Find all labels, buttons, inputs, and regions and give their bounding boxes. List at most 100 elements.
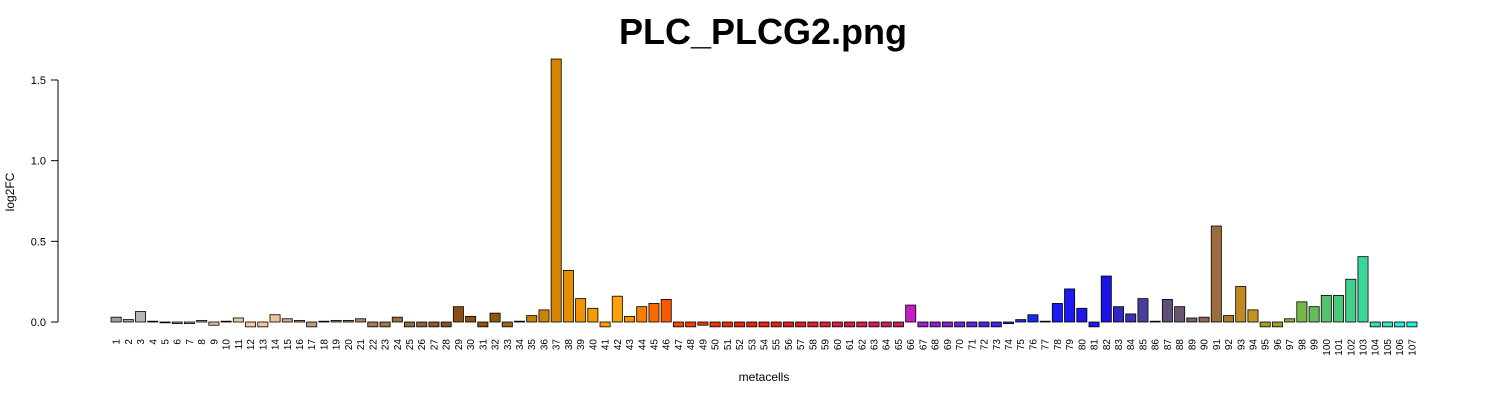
x-tick-label-48: 48 bbox=[686, 339, 697, 351]
bar-19 bbox=[330, 319, 342, 323]
bar-105 bbox=[1381, 321, 1393, 328]
x-tick-label-75: 75 bbox=[1016, 339, 1027, 351]
bar-75 bbox=[1015, 319, 1027, 323]
bar-107 bbox=[1406, 321, 1418, 328]
x-tick-label-70: 70 bbox=[955, 339, 966, 351]
plot-area bbox=[110, 58, 1418, 328]
x-tick-label-45: 45 bbox=[649, 339, 660, 351]
x-tick-label-41: 41 bbox=[601, 339, 612, 351]
x-tick-label-81: 81 bbox=[1090, 339, 1101, 351]
x-tick-label-72: 72 bbox=[980, 339, 991, 351]
bar-43 bbox=[624, 315, 636, 323]
bar-9 bbox=[208, 321, 220, 326]
x-tick-label-69: 69 bbox=[943, 339, 954, 351]
bar-94 bbox=[1247, 309, 1259, 323]
x-tick-label-28: 28 bbox=[442, 339, 453, 351]
bar-48 bbox=[685, 321, 697, 328]
x-tick-label-24: 24 bbox=[393, 339, 404, 351]
x-tick-label-95: 95 bbox=[1261, 339, 1272, 351]
x-tick-label-19: 19 bbox=[332, 339, 343, 351]
bar-76 bbox=[1027, 314, 1039, 323]
x-tick-label-79: 79 bbox=[1065, 339, 1076, 351]
bar-49 bbox=[697, 321, 709, 326]
x-tick-label-52: 52 bbox=[735, 339, 746, 351]
x-tick-label-59: 59 bbox=[821, 339, 832, 351]
x-tick-label-83: 83 bbox=[1114, 339, 1125, 351]
bar-29 bbox=[452, 306, 464, 323]
bar-97 bbox=[1284, 318, 1296, 323]
x-tick-label-64: 64 bbox=[882, 339, 893, 351]
x-tick-label-60: 60 bbox=[833, 339, 844, 351]
bar-56 bbox=[782, 321, 794, 328]
x-tick-label-65: 65 bbox=[894, 339, 905, 351]
x-tick-label-89: 89 bbox=[1187, 339, 1198, 351]
x-tick-label-42: 42 bbox=[613, 339, 624, 351]
x-tick-label-49: 49 bbox=[698, 339, 709, 351]
x-tick-label-25: 25 bbox=[405, 339, 416, 351]
y-tick-label: 0.5 bbox=[31, 236, 46, 248]
x-tick-label-55: 55 bbox=[772, 339, 783, 351]
x-tick-label-87: 87 bbox=[1163, 339, 1174, 351]
y-tick-label: 1.5 bbox=[31, 75, 46, 87]
bar-74 bbox=[1003, 321, 1014, 325]
bar-103 bbox=[1357, 256, 1369, 323]
x-tick-label-16: 16 bbox=[295, 339, 306, 351]
bar-37 bbox=[550, 58, 562, 323]
x-tick-label-6: 6 bbox=[173, 339, 184, 345]
x-tick-label-20: 20 bbox=[344, 339, 355, 351]
x-tick-label-32: 32 bbox=[491, 339, 502, 351]
bar-82 bbox=[1100, 275, 1112, 323]
x-tick-label-38: 38 bbox=[564, 339, 575, 351]
bar-27 bbox=[428, 321, 440, 328]
bar-95 bbox=[1259, 321, 1271, 328]
x-tick-label-103: 103 bbox=[1358, 339, 1369, 356]
bar-87 bbox=[1161, 299, 1173, 323]
x-tick-label-62: 62 bbox=[857, 339, 868, 351]
x-tick-label-105: 105 bbox=[1383, 339, 1394, 356]
x-tick-label-94: 94 bbox=[1248, 339, 1259, 351]
x-tick-label-4: 4 bbox=[148, 339, 159, 345]
bar-93 bbox=[1235, 286, 1247, 323]
bar-106 bbox=[1394, 321, 1406, 328]
bar-61 bbox=[844, 321, 856, 328]
x-tick-label-33: 33 bbox=[503, 339, 514, 351]
x-tick-label-29: 29 bbox=[454, 339, 465, 351]
x-tick-label-97: 97 bbox=[1285, 339, 1296, 351]
x-tick-label-100: 100 bbox=[1322, 339, 1333, 356]
x-tick-label-101: 101 bbox=[1334, 339, 1345, 356]
bar-33 bbox=[501, 321, 513, 328]
bar-20 bbox=[342, 319, 354, 323]
x-tick-label-26: 26 bbox=[417, 339, 428, 351]
bar-31 bbox=[477, 321, 489, 328]
x-tick-label-57: 57 bbox=[796, 339, 807, 351]
x-tick-label-82: 82 bbox=[1102, 339, 1113, 351]
bar-102 bbox=[1345, 278, 1357, 323]
x-tick-label-88: 88 bbox=[1175, 339, 1186, 351]
x-tick-label-5: 5 bbox=[161, 339, 172, 345]
x-tick-label-73: 73 bbox=[992, 339, 1003, 351]
x-tick-label-21: 21 bbox=[356, 339, 367, 351]
x-tick-label-47: 47 bbox=[674, 339, 685, 351]
bar-10 bbox=[220, 320, 232, 323]
bar-38 bbox=[562, 269, 574, 323]
x-tick-label-91: 91 bbox=[1212, 339, 1223, 351]
bar-64 bbox=[880, 321, 892, 328]
y-tick-label: 1.0 bbox=[31, 156, 46, 168]
x-tick-label-74: 74 bbox=[1004, 339, 1015, 351]
y-axis: 0.0 0.5 1.0 1.5 bbox=[31, 75, 59, 329]
x-tick-label-106: 106 bbox=[1395, 339, 1406, 356]
x-tick-label-9: 9 bbox=[209, 339, 220, 345]
bar-86 bbox=[1149, 320, 1161, 323]
x-tick-label-34: 34 bbox=[515, 339, 526, 351]
bar-69 bbox=[941, 321, 953, 328]
x-tick-label-92: 92 bbox=[1224, 339, 1235, 351]
x-tick-label-78: 78 bbox=[1053, 339, 1064, 351]
x-tick-label-40: 40 bbox=[588, 339, 599, 351]
bar-63 bbox=[868, 321, 880, 328]
bar-40 bbox=[587, 307, 599, 323]
bar-68 bbox=[929, 321, 941, 328]
x-tick-label-13: 13 bbox=[258, 339, 269, 351]
x-tick-label-96: 96 bbox=[1273, 339, 1284, 351]
bar-3 bbox=[135, 311, 147, 323]
bar-25 bbox=[404, 321, 415, 328]
